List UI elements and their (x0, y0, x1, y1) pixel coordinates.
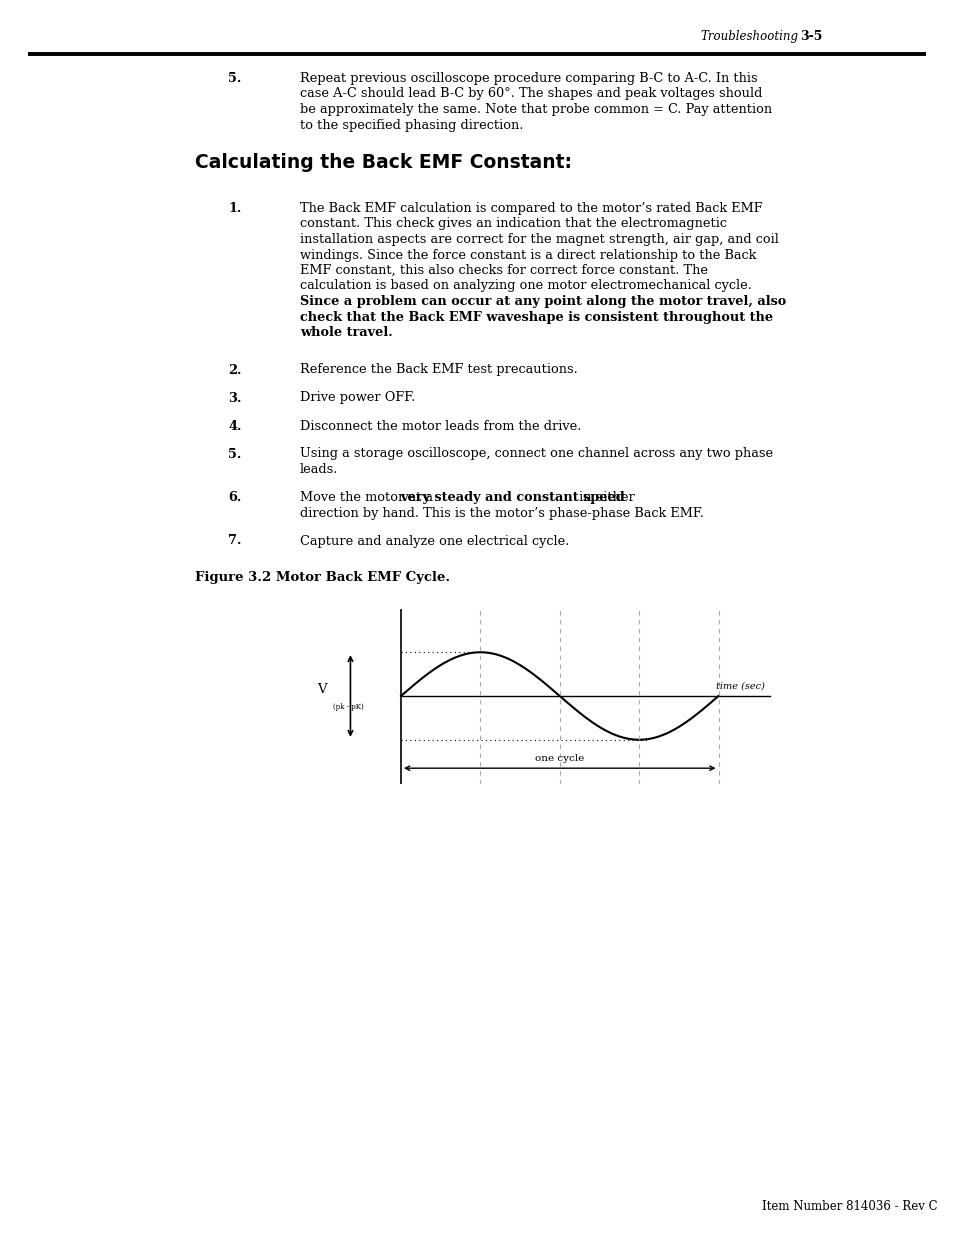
Text: Capture and analyze one electrical cycle.: Capture and analyze one electrical cycle… (299, 535, 569, 547)
Text: 3-5: 3-5 (800, 30, 821, 43)
Text: be approximately the same. Note that probe common = C. Pay attention: be approximately the same. Note that pro… (299, 103, 771, 116)
Text: (pk - pK): (pk - pK) (333, 703, 363, 711)
Text: very steady and constant speed: very steady and constant speed (399, 492, 624, 504)
Text: constant. This check gives an indication that the electromagnetic: constant. This check gives an indication… (299, 217, 726, 231)
Text: in either: in either (575, 492, 634, 504)
Text: Troubleshooting: Troubleshooting (700, 30, 797, 43)
Text: leads.: leads. (299, 463, 338, 475)
Text: Move the motor at a: Move the motor at a (299, 492, 436, 504)
Text: one cycle: one cycle (535, 753, 584, 763)
Text: Drive power OFF.: Drive power OFF. (299, 391, 415, 405)
Text: 2.: 2. (228, 363, 241, 377)
Text: 5.: 5. (228, 447, 241, 461)
Text: to the specified phasing direction.: to the specified phasing direction. (299, 119, 523, 131)
Text: Since a problem can occur at any point along the motor travel, also: Since a problem can occur at any point a… (299, 295, 785, 308)
Text: 6.: 6. (228, 492, 241, 504)
Text: time (sec): time (sec) (715, 682, 764, 690)
Text: V: V (317, 683, 327, 697)
Text: calculation is based on analyzing one motor electromechanical cycle.: calculation is based on analyzing one mo… (299, 279, 751, 293)
Text: whole travel.: whole travel. (299, 326, 393, 338)
Text: 7.: 7. (228, 535, 241, 547)
Text: The Back EMF calculation is compared to the motor’s rated Back EMF: The Back EMF calculation is compared to … (299, 203, 761, 215)
Text: 4.: 4. (228, 420, 241, 432)
Text: case A-C should lead B-C by 60°. The shapes and peak voltages should: case A-C should lead B-C by 60°. The sha… (299, 88, 761, 100)
Text: Using a storage oscilloscope, connect one channel across any two phase: Using a storage oscilloscope, connect on… (299, 447, 772, 461)
Text: Figure 3.2 Motor Back EMF Cycle.: Figure 3.2 Motor Back EMF Cycle. (194, 571, 450, 583)
Text: direction by hand. This is the motor’s phase-phase Back EMF.: direction by hand. This is the motor’s p… (299, 506, 703, 520)
Text: Disconnect the motor leads from the drive.: Disconnect the motor leads from the driv… (299, 420, 580, 432)
Text: check that the Back EMF waveshape is consistent throughout the: check that the Back EMF waveshape is con… (299, 310, 772, 324)
Text: installation aspects are correct for the magnet strength, air gap, and coil: installation aspects are correct for the… (299, 233, 778, 246)
Text: 3.: 3. (228, 391, 241, 405)
Text: 1.: 1. (228, 203, 241, 215)
Text: Calculating the Back EMF Constant:: Calculating the Back EMF Constant: (194, 153, 572, 172)
Text: 5.: 5. (228, 72, 241, 85)
Text: EMF constant, this also checks for correct force constant. The: EMF constant, this also checks for corre… (299, 264, 707, 277)
Text: Repeat previous oscilloscope procedure comparing B-C to A-C. In this: Repeat previous oscilloscope procedure c… (299, 72, 757, 85)
Text: windings. Since the force constant is a direct relationship to the Back: windings. Since the force constant is a … (299, 248, 756, 262)
Text: Reference the Back EMF test precautions.: Reference the Back EMF test precautions. (299, 363, 578, 377)
Text: Item Number 814036 - Rev C: Item Number 814036 - Rev C (761, 1200, 937, 1213)
